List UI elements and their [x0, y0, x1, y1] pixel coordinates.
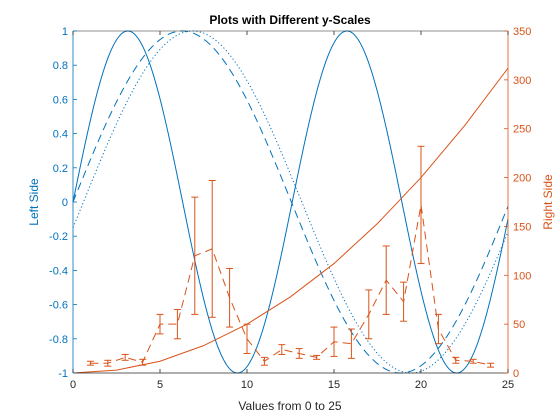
error-bar [86, 360, 94, 366]
y-left-tick-label: -0.6 [49, 300, 68, 312]
x-tick-label: 20 [415, 379, 427, 391]
y-right-tick-label: 0 [513, 368, 519, 380]
right-series-line-1 [72, 67, 509, 374]
error-bar [278, 344, 286, 355]
left-series-line-2 [72, 30, 509, 374]
y-left-tick-label: 0.4 [53, 129, 68, 141]
error-bar [295, 348, 303, 359]
y-right-tick-label: 100 [513, 270, 531, 282]
left-series-layer [72, 30, 509, 374]
y-left-tick-label: -0.2 [49, 231, 68, 243]
y-left-tick-label: -0.4 [49, 265, 68, 277]
y-left-tick-label: 0 [62, 197, 68, 209]
error-bar [417, 145, 425, 265]
x-tick-label: 0 [70, 379, 76, 391]
error-bar [226, 267, 234, 328]
error-bar [452, 356, 460, 364]
error-bar [104, 359, 112, 367]
left-series-line-3 [72, 30, 509, 374]
error-bar [173, 308, 181, 340]
error-bar [243, 323, 251, 354]
x-axis-title: Values from 0 to 25 [238, 399, 341, 413]
error-bar [469, 358, 477, 364]
right-series-layer [72, 67, 509, 374]
error-bar [330, 326, 338, 357]
y-left-tick-label: 1 [62, 26, 68, 38]
error-bar [347, 328, 355, 359]
y-left-tick-label: 0.2 [53, 163, 68, 175]
y-right-tick-label: 250 [513, 124, 531, 136]
x-tick-label: 15 [328, 379, 340, 391]
chart-title: Plots with Different y-Scales [209, 13, 371, 27]
y-axis-right-title: Right Side [541, 174, 555, 230]
error-bar [400, 281, 408, 322]
y-right-tick-label: 50 [513, 319, 525, 331]
error-bar [313, 354, 321, 360]
error-bar [208, 180, 216, 318]
error-bar [382, 245, 390, 315]
ticks-layer: 0 5 10 15 20 25-1-0.8-0.6-0.4-0.200.20.40.60.… [49, 26, 531, 391]
y-left-tick-label: 0.8 [53, 60, 68, 72]
error-bar [191, 196, 199, 315]
error-bar [365, 289, 373, 340]
error-bar [434, 313, 442, 345]
y-right-tick-label: 150 [513, 221, 531, 233]
error-bar [121, 353, 129, 361]
left-series-line-1 [72, 30, 509, 374]
y-axis-left-title: Left Side [27, 178, 41, 226]
error-bar [260, 356, 268, 366]
error-bar [139, 358, 147, 366]
error-bar [156, 313, 164, 335]
y-right-tick-label: 350 [513, 26, 531, 38]
y-left-tick-label: 0.6 [53, 94, 68, 106]
y-right-tick-label: 300 [513, 75, 531, 87]
plot-area [73, 31, 508, 373]
x-tick-label: 5 [157, 379, 163, 391]
x-tick-label: 10 [241, 379, 253, 391]
error-bar [487, 362, 495, 368]
y-left-tick-label: -1 [58, 368, 68, 380]
y-left-tick-label: -0.8 [49, 334, 68, 346]
x-tick-label: 25 [502, 379, 514, 391]
right-series-line-2 [90, 204, 491, 366]
y-right-tick-label: 200 [513, 173, 531, 185]
plot-background [73, 31, 508, 373]
